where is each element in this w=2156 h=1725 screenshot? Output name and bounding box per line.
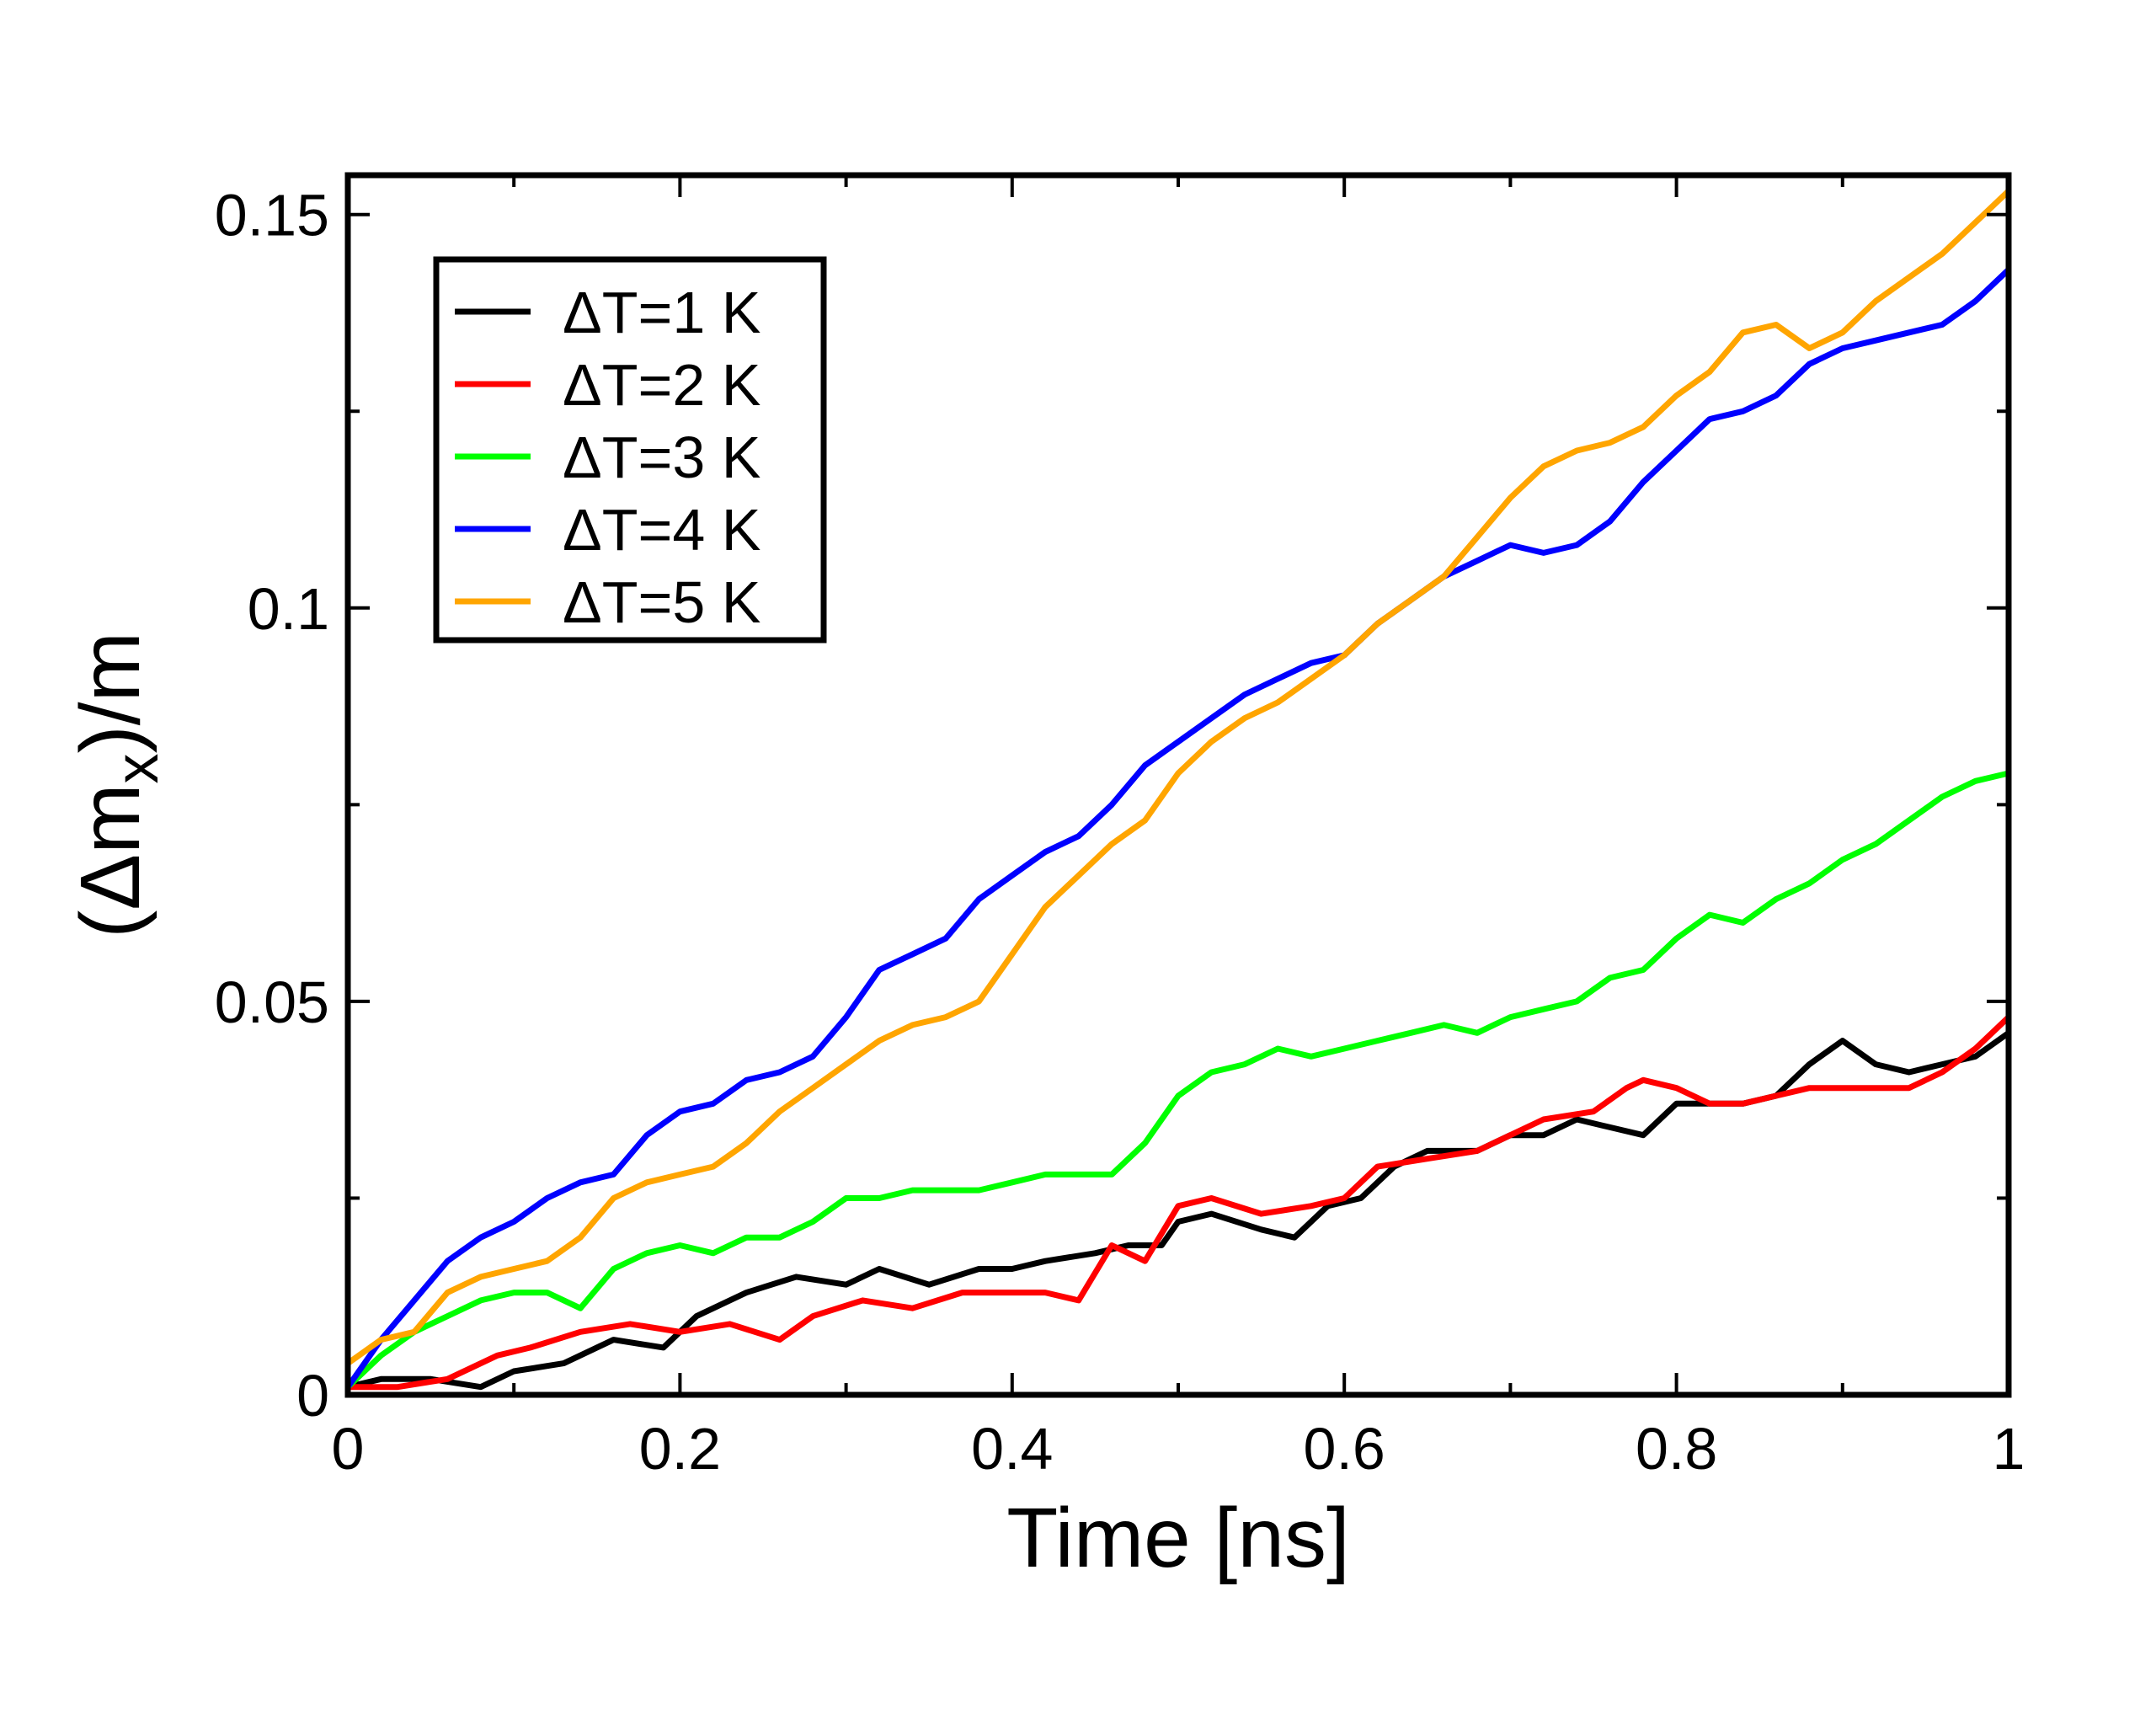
y-axis-label-subscript: x <box>104 753 171 783</box>
x-tick-label: 0.8 <box>1636 1416 1717 1482</box>
legend: ΔT=1 K ΔT=2 K ΔT=3 K ΔT=4 KΔT=5 K <box>433 256 827 644</box>
legend-label-1: ΔT=1 K <box>563 280 760 345</box>
series-line-4 <box>344 266 2012 1391</box>
x-axis-label: Time [ns] <box>1006 1491 1349 1585</box>
legend-box <box>433 256 827 644</box>
x-tick-label: 0.6 <box>1304 1416 1385 1482</box>
y-tick-label: 0.1 <box>248 576 329 642</box>
ticks-layer: 0 0.2 0.4 0.6 0.8 1 0 0.05 0.1 0.15 <box>215 175 2025 1482</box>
series-layer <box>344 188 2012 1391</box>
y-axis-label: (Δmx)/m <box>63 632 171 938</box>
series-line-3 <box>344 770 2012 1391</box>
y-tick-label: 0 <box>296 1363 329 1429</box>
series-line-2 <box>344 1014 2012 1391</box>
y-tick-label: 0.05 <box>215 969 329 1035</box>
x-tick-label: 0 <box>332 1416 365 1482</box>
legend-label-3: ΔT=3 K <box>563 425 760 490</box>
y-axis-label-suffix: )/m <box>63 632 157 753</box>
series-line-5 <box>344 188 2012 1367</box>
legend-label-2: ΔT=2 K <box>563 352 760 418</box>
y-axis-label-prefix: (Δm <box>63 783 157 937</box>
x-tick-label: 0.2 <box>639 1416 721 1482</box>
x-tick-label: 0.4 <box>971 1416 1053 1482</box>
x-tick-label: 1 <box>1993 1416 2025 1482</box>
legend-label-5: ΔT=5 K <box>563 569 760 635</box>
y-tick-label: 0.15 <box>215 183 329 248</box>
legend-label-4: ΔT=4 K <box>563 497 760 563</box>
